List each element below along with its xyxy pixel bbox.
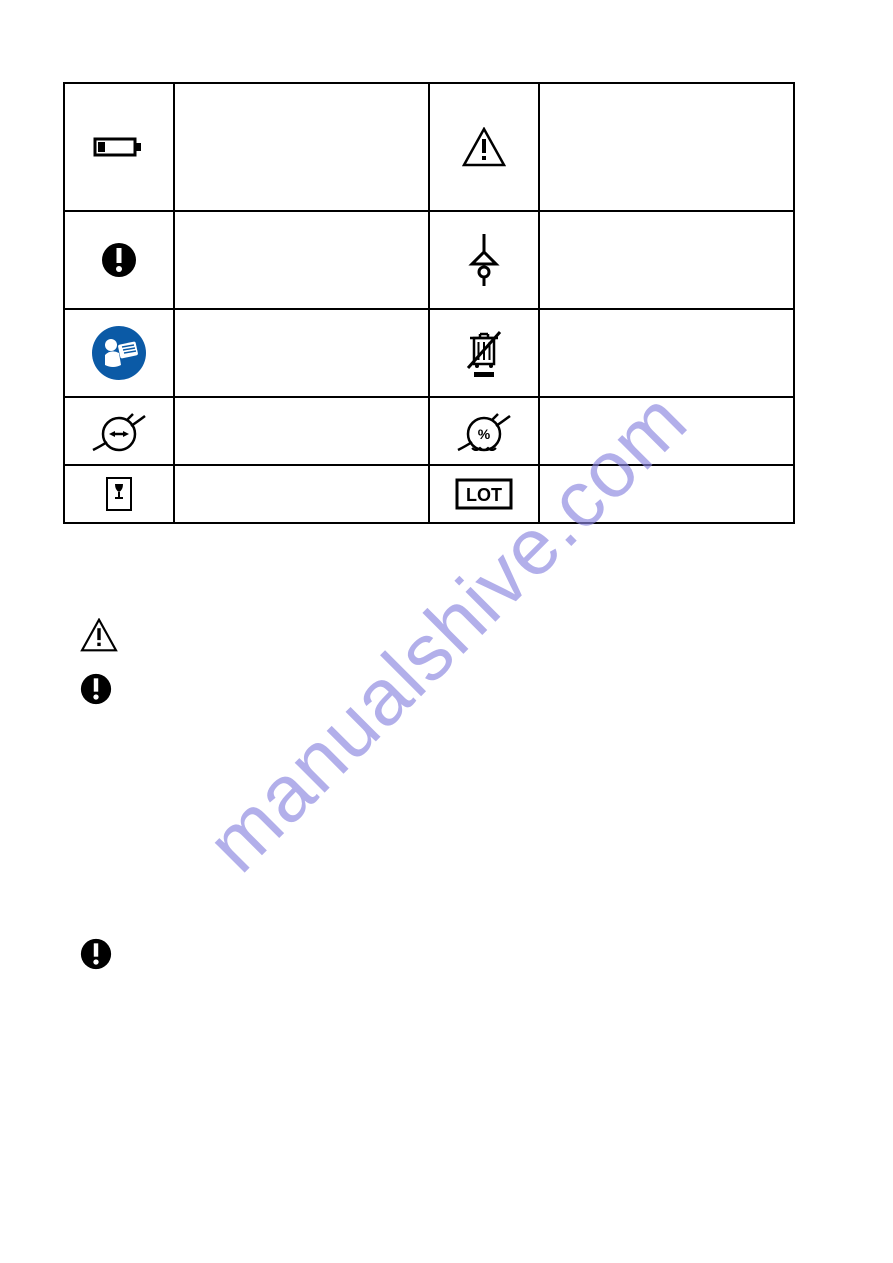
battery-low-icon bbox=[65, 84, 173, 210]
svg-text:LOT: LOT bbox=[466, 485, 502, 505]
pressure-limit-icon bbox=[65, 398, 173, 464]
read-manual-icon bbox=[65, 310, 173, 396]
table-cell-label bbox=[539, 211, 794, 309]
warning-triangle-icon bbox=[430, 84, 538, 210]
svg-text:%: % bbox=[478, 426, 491, 442]
inline-caution-icon bbox=[80, 938, 112, 970]
inline-caution-icon bbox=[80, 673, 112, 705]
symbols-table: % bbox=[63, 82, 795, 524]
lot-icon: LOT bbox=[430, 466, 538, 522]
humidity-limit-icon: % bbox=[430, 398, 538, 464]
table-cell-label bbox=[174, 309, 429, 397]
table-cell-label bbox=[174, 465, 429, 523]
table-cell-label bbox=[174, 83, 429, 211]
table-row bbox=[64, 309, 794, 397]
equipotential-icon bbox=[430, 212, 538, 308]
inline-warning-icon bbox=[80, 618, 118, 652]
table-cell-label bbox=[539, 309, 794, 397]
page-root: % bbox=[0, 0, 893, 1263]
table-row: % bbox=[64, 397, 794, 465]
table-row bbox=[64, 211, 794, 309]
table-cell-label bbox=[539, 83, 794, 211]
fragile-icon bbox=[65, 466, 173, 522]
table-cell-label bbox=[539, 397, 794, 465]
table-cell-label bbox=[174, 211, 429, 309]
table-cell-label bbox=[539, 465, 794, 523]
weee-bin-icon bbox=[430, 310, 538, 396]
table-row bbox=[64, 83, 794, 211]
caution-circle-icon bbox=[65, 212, 173, 308]
table-row: LOT bbox=[64, 465, 794, 523]
table-cell-label bbox=[174, 397, 429, 465]
